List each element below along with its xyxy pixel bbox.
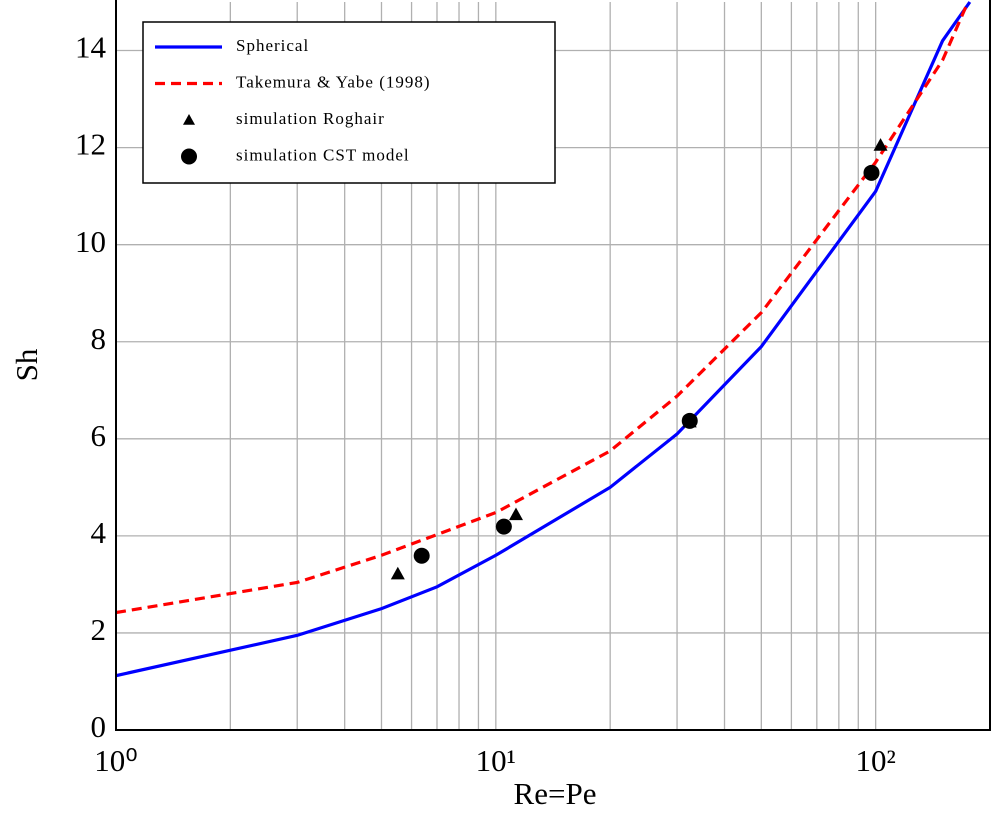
- legend: Spherical Takemura & Yabe (1998) simulatio…: [142, 21, 556, 184]
- legend-label: simulation Roghair: [236, 109, 385, 128]
- x-axis-label: Re=Pe: [514, 776, 597, 811]
- legend-label: Takemura & Yabe (1998): [236, 72, 431, 91]
- triangle-marker: [508, 507, 523, 521]
- y-tick-label: 2: [91, 612, 107, 647]
- circle-marker: [681, 412, 698, 429]
- y-tick-label: 6: [91, 418, 107, 453]
- x-tick-label: 10⁰: [94, 743, 137, 778]
- y-tick-label: 0: [91, 709, 107, 744]
- y-tick-label: 4: [91, 515, 107, 550]
- line: [116, 1, 970, 615]
- legend-marker: [183, 114, 195, 125]
- line: [116, 1, 972, 678]
- y-axis-label: Sh: [9, 348, 44, 381]
- circle-marker: [495, 518, 512, 535]
- y-tick-label: 12: [75, 127, 106, 162]
- legend-label: simulation CST model: [236, 145, 410, 164]
- y-tick-label: 14: [75, 30, 107, 65]
- legend-marker: [181, 148, 197, 165]
- x-tick-label: 10¹: [476, 743, 516, 778]
- y-tick-label: 10: [75, 224, 106, 259]
- plot-frame: [115, 0, 991, 731]
- circle-marker: [413, 547, 430, 564]
- legend-label: Spherical: [236, 36, 309, 55]
- triangle-marker: [390, 566, 405, 580]
- x-tick-label: 10²: [856, 743, 896, 778]
- triangle-marker: [873, 138, 888, 151]
- legend-box: [142, 21, 556, 184]
- y-tick-label: 8: [91, 321, 107, 356]
- circle-marker: [863, 164, 880, 181]
